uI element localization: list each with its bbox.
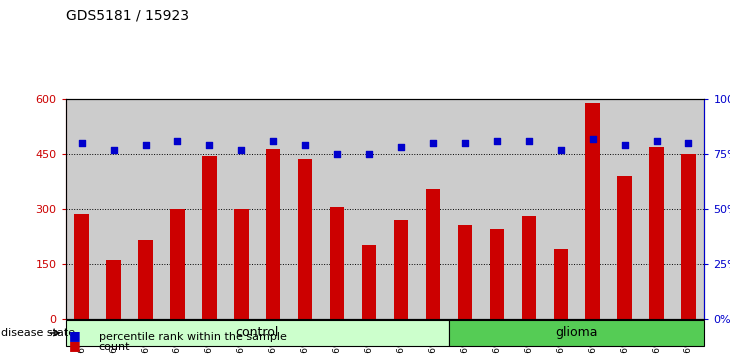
Bar [266,149,280,319]
Bar [130,99,161,319]
Text: GSM769935: GSM769935 [556,323,565,354]
Bar [362,245,376,319]
Bar [298,159,312,319]
Point [236,147,247,153]
Bar [553,249,568,319]
Bar [481,99,512,319]
Text: GSM769925: GSM769925 [237,323,246,354]
Point [619,142,631,148]
Point [172,138,183,144]
Point [587,136,599,142]
Bar [289,99,321,319]
Bar [449,320,704,346]
Point [267,138,279,144]
Bar [417,99,449,319]
Bar [394,220,408,319]
Text: GSM769934: GSM769934 [524,323,534,354]
Bar [170,209,185,319]
Point [683,140,694,146]
Bar [321,99,353,319]
Text: GSM769923: GSM769923 [173,323,182,354]
Text: GSM769931: GSM769931 [429,323,437,354]
Text: GSM769938: GSM769938 [652,323,661,354]
Point [108,147,120,153]
Bar [681,154,696,319]
Point [650,138,662,144]
Bar [618,176,631,319]
Bar [234,209,248,319]
Text: count: count [99,342,130,352]
Text: GSM769933: GSM769933 [492,323,502,354]
Bar [107,260,120,319]
Text: control: control [236,326,279,339]
Point [364,151,375,157]
Text: GSM769936: GSM769936 [588,323,597,354]
Bar [385,99,417,319]
Bar [202,156,217,319]
Text: percentile rank within the sample: percentile rank within the sample [99,332,286,342]
Point [459,140,471,146]
Bar [545,99,577,319]
Bar [353,99,385,319]
Bar [74,215,89,319]
Text: glioma: glioma [556,326,598,339]
Text: GSM769921: GSM769921 [109,323,118,354]
Bar [641,99,672,319]
Bar [672,99,704,319]
Point [427,140,439,146]
Bar [522,216,536,319]
Bar [98,99,130,319]
Point [523,138,534,144]
Text: GSM769927: GSM769927 [301,323,310,354]
Bar [650,147,664,319]
Text: GSM769922: GSM769922 [141,323,150,354]
Bar [139,240,153,319]
Text: GSM769920: GSM769920 [77,323,86,354]
Point [204,142,215,148]
Text: GSM769939: GSM769939 [684,323,693,354]
Point [299,142,311,148]
Bar [66,320,449,346]
Text: GSM769932: GSM769932 [461,323,469,354]
Bar [490,229,504,319]
Bar [609,99,641,319]
Point [331,151,343,157]
Bar [193,99,226,319]
Point [395,144,407,150]
Bar [66,99,98,319]
Bar [512,99,545,319]
Bar [226,99,257,319]
Bar [426,189,440,319]
Bar [458,225,472,319]
Point [555,147,566,153]
Bar [330,207,345,319]
Text: GDS5181 / 15923: GDS5181 / 15923 [66,9,188,23]
Text: GSM769926: GSM769926 [269,323,278,354]
Bar [257,99,289,319]
Point [76,140,88,146]
Text: ■: ■ [69,339,81,352]
Bar [577,99,609,319]
Bar [449,99,481,319]
Point [491,138,503,144]
Text: GSM769929: GSM769929 [364,323,374,354]
Bar [161,99,193,319]
Point [139,142,151,148]
Text: GSM769930: GSM769930 [396,323,406,354]
Text: disease state: disease state [1,328,76,338]
Text: GSM769937: GSM769937 [620,323,629,354]
Bar [585,103,600,319]
Text: GSM769928: GSM769928 [333,323,342,354]
Text: ■: ■ [69,329,81,342]
Text: GSM769924: GSM769924 [205,323,214,354]
